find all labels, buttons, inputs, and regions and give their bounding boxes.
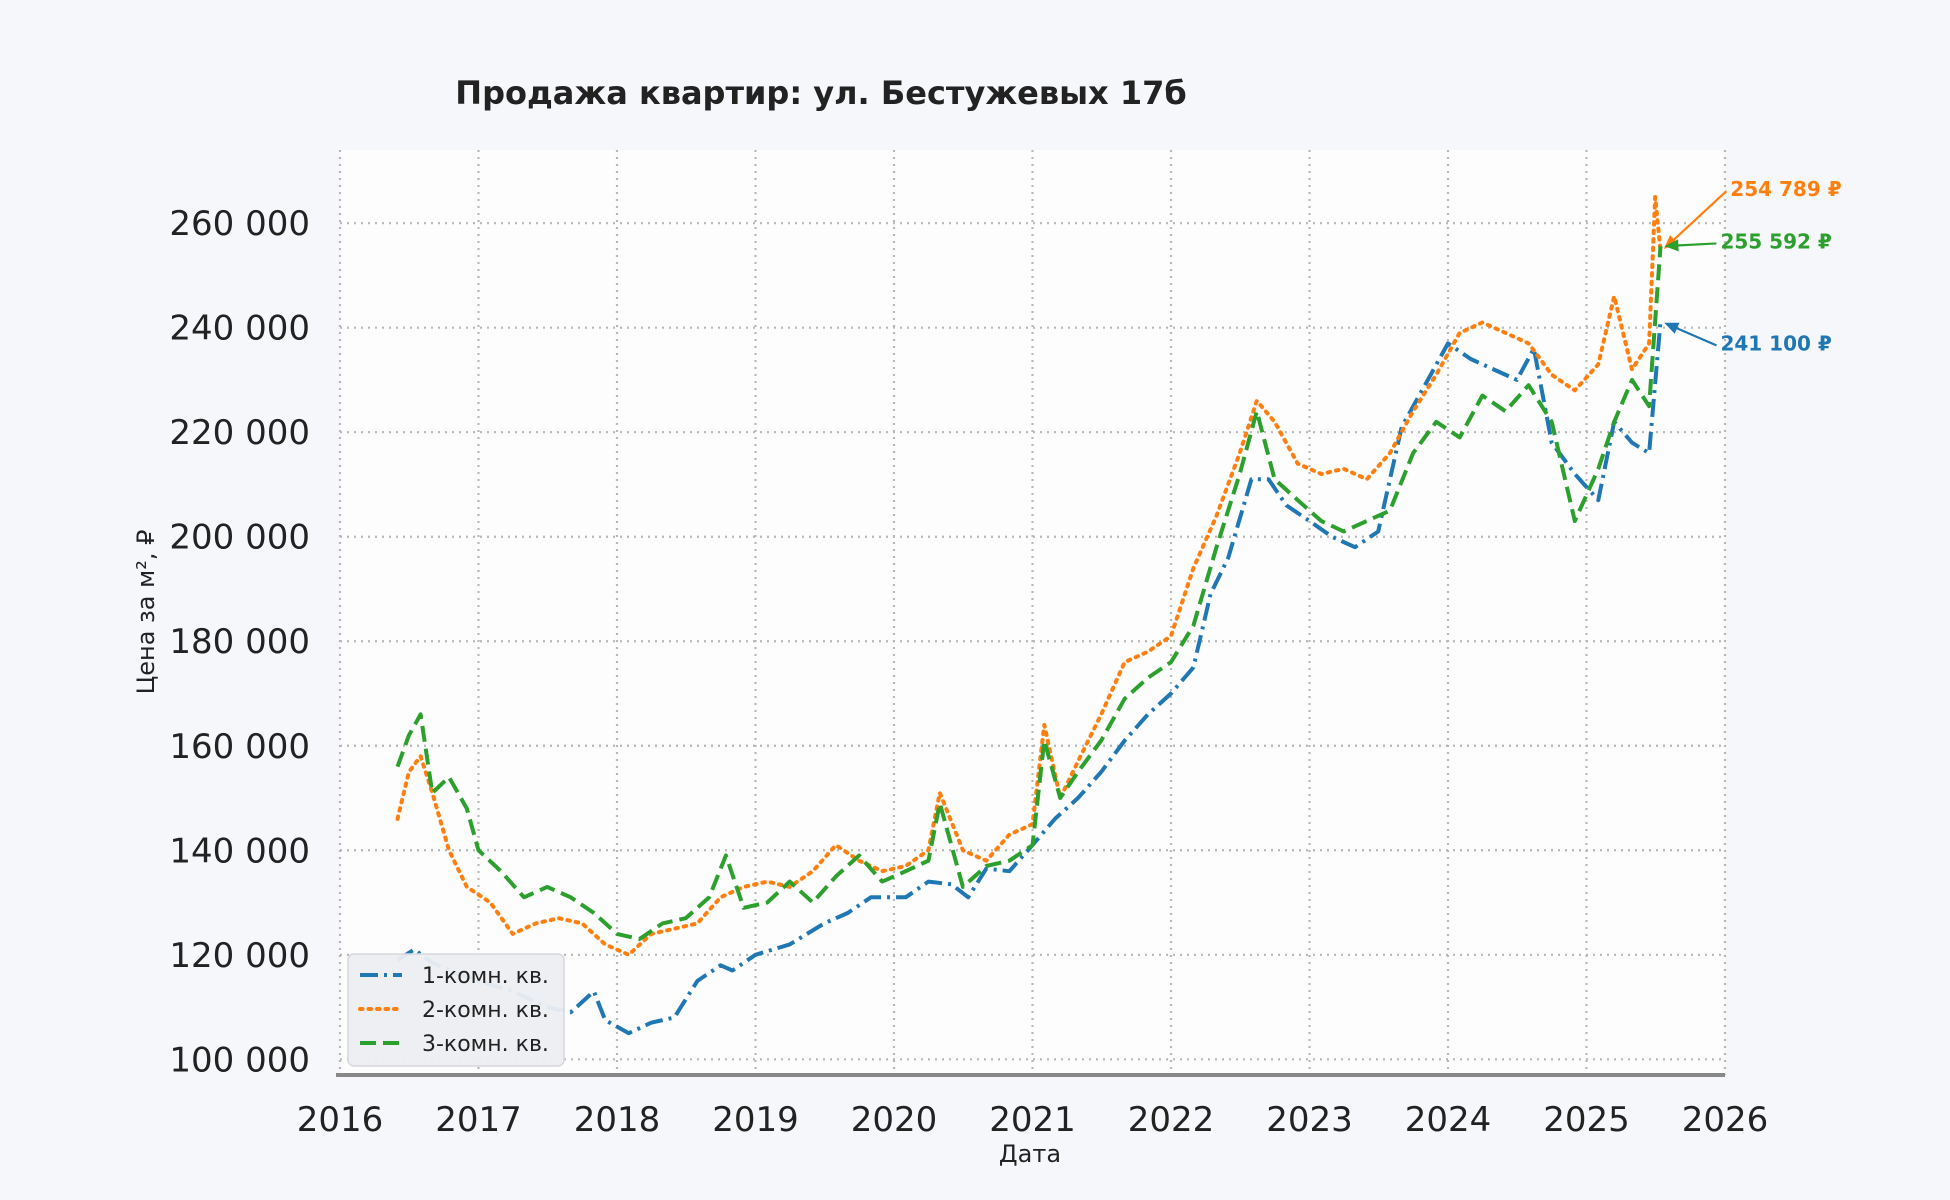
- x-tick-labels: 2016 2017 2018 2019 2020 2021 2022 2023 2024 2025…: [297, 1100, 1769, 1140]
- x-tick-label: 2021: [989, 1100, 1076, 1140]
- annotation-arrowhead: [1664, 322, 1680, 334]
- series-line-1: [396, 321, 1663, 1036]
- legend-label: 1-комн. кв.: [422, 964, 549, 989]
- series-layer: [395, 195, 1663, 1036]
- x-tick-label: 2018: [574, 1100, 661, 1140]
- annotation-arrow: [1672, 325, 1717, 347]
- x-tick-label: 2026: [1682, 1100, 1769, 1140]
- x-axis-label: Дата: [999, 1140, 1061, 1168]
- x-tick-label: 2020: [851, 1100, 938, 1140]
- y-tick-labels: 100 000 120 000 140 000 160 000 180 000 200 0…: [169, 204, 310, 1080]
- chart-title: Продажа квартир: ул. Бестужевых 17б: [455, 74, 1186, 112]
- x-tick-label: 2016: [297, 1100, 384, 1140]
- x-tick-label: 2025: [1543, 1100, 1630, 1140]
- annotation-label: 241 100 ₽: [1720, 331, 1831, 355]
- annotation-arrow: [1674, 242, 1717, 247]
- legend-box: [347, 953, 565, 1067]
- legend-items: 1-комн. кв. 2-комн. кв. 3-комн. кв.: [358, 964, 549, 1057]
- y-tick-label: 180 000: [169, 622, 310, 662]
- y-tick-label: 220 000: [169, 413, 310, 453]
- annotation-label: 255 592 ₽: [1720, 229, 1831, 253]
- grid-layer: [338, 150, 1727, 1075]
- y-tick-label: 140 000: [169, 831, 310, 871]
- annotation-arrow: [1670, 190, 1728, 244]
- y-tick-label: 240 000: [169, 309, 310, 349]
- y-axis-label: Цена за м², ₽: [132, 530, 160, 695]
- legend-label: 2-комн. кв.: [422, 998, 549, 1023]
- series-line-3: [395, 246, 1663, 942]
- x-tick-label: 2024: [1405, 1100, 1492, 1140]
- annotation-layer: 254 789 ₽ 255 592 ₽ 241 100 ₽: [1663, 177, 1842, 355]
- y-tick-label: 200 000: [169, 518, 310, 558]
- series-line-2: [395, 195, 1663, 957]
- x-tick-label: 2019: [712, 1100, 799, 1140]
- annotation-arrowhead: [1664, 239, 1679, 252]
- annotation-label: 254 789 ₽: [1730, 177, 1841, 201]
- y-tick-label: 100 000: [169, 1040, 310, 1080]
- legend: 1-комн. кв. 2-комн. кв. 3-комн. кв.: [347, 953, 565, 1067]
- y-tick-label: 120 000: [169, 936, 310, 976]
- x-tick-label: 2017: [435, 1100, 522, 1140]
- y-tick-label: 260 000: [169, 204, 310, 244]
- x-tick-label: 2022: [1128, 1100, 1215, 1140]
- y-tick-label: 160 000: [169, 727, 310, 767]
- legend-label: 3-комн. кв.: [422, 1032, 549, 1057]
- x-tick-label: 2023: [1266, 1100, 1353, 1140]
